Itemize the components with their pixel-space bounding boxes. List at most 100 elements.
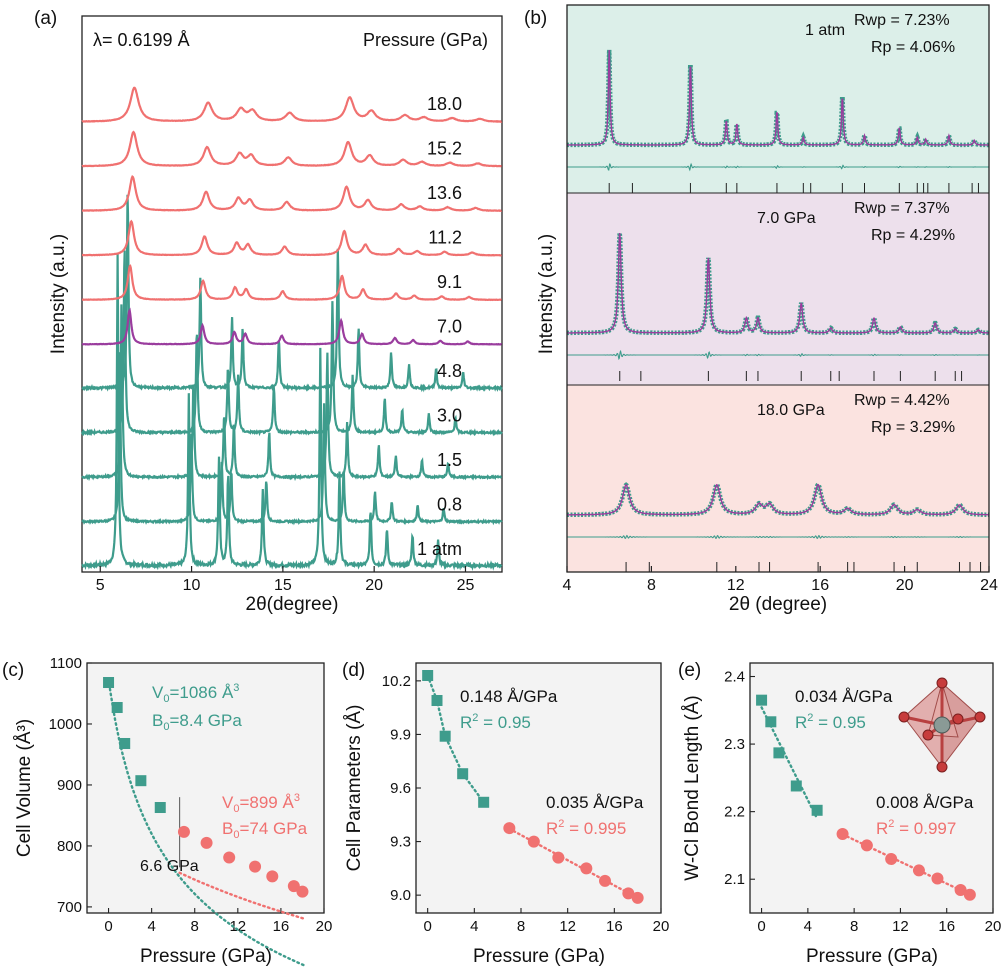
b-xtick-label: 4 xyxy=(563,577,572,594)
panel-e-data-marks xyxy=(756,694,976,901)
xrd-trace-9-1 xyxy=(82,264,502,302)
c-point-high xyxy=(287,880,300,893)
xrd-trace-1-5 xyxy=(81,304,503,482)
rp-value: Rp = 3.29% xyxy=(871,419,955,436)
panel-d-xlabel: Pressure (GPa) xyxy=(473,946,605,967)
rwp-value: Rwp = 7.37% xyxy=(854,200,950,217)
b0-low-sym: B xyxy=(152,711,163,730)
c-ytick-label: 1100 xyxy=(50,655,82,672)
c-point-high xyxy=(266,870,279,883)
calculated-pattern xyxy=(567,49,989,146)
panel-a-ylabel: Intensity (a.u.) xyxy=(48,234,69,354)
c-point-low xyxy=(154,802,166,814)
panel-d-slope-low: 0.148 Å/GPa xyxy=(460,687,558,706)
panel-c-v0-high: V0=899 Å3 xyxy=(222,792,300,815)
d-point-high xyxy=(552,851,565,864)
panel-b-ylabel: Intensity (a.u.) xyxy=(536,234,557,354)
xrd-trace-18-0 xyxy=(81,86,503,123)
c-point-low xyxy=(103,677,115,689)
c-xtick-label: 0 xyxy=(104,918,112,935)
panel-c-b0-high: B0=74 GPa xyxy=(222,819,308,841)
refinement-panel-bg xyxy=(566,192,990,386)
r2-low-sym: R xyxy=(460,713,472,732)
e-point-high xyxy=(860,839,873,852)
panel-d: (d) 0 4 8 12 16 20 9.0 9.3 9.6 9.9 10.2 0.148 Å/GP… xyxy=(342,660,669,967)
panel-c-data-marks xyxy=(103,677,309,898)
panel-c-ylabel: Cell Volume (Å³) xyxy=(14,719,35,857)
r2-high-val: = 0.995 xyxy=(564,819,626,838)
v0-high-sup: 3 xyxy=(294,792,300,804)
d-fit-line-low xyxy=(426,674,485,804)
e-point-low xyxy=(811,804,823,816)
v0-high-val: =899 Å xyxy=(239,793,294,812)
d-point-low xyxy=(457,768,469,780)
refinement-label: 7.0 GPa xyxy=(757,210,816,227)
xrd-trace-1-atm xyxy=(81,254,503,571)
r2-low-val: = 0.95 xyxy=(478,713,530,732)
b-xtick-label: 8 xyxy=(647,577,656,594)
cl-atom-left xyxy=(898,711,910,723)
panel-c-axis-ticks: 0 4 8 12 16 20 700 800 900 1000 1100 xyxy=(49,655,333,935)
e-r2-high-val: = 0.997 xyxy=(894,819,956,838)
c-xtick-label: 20 xyxy=(316,918,333,935)
difference-curve xyxy=(567,534,989,540)
xrd-trace-11-2 xyxy=(82,219,503,257)
d-point-low xyxy=(431,695,443,706)
pressure-label-15-2: 15.2 xyxy=(427,139,462,159)
rwp-value: Rwp = 7.23% xyxy=(854,12,950,29)
e-r2-low-val: = 0.95 xyxy=(813,713,865,732)
c-point-high xyxy=(296,885,309,898)
d-xtick-label: 20 xyxy=(653,918,670,935)
xrd-trace-0-8 xyxy=(81,352,503,526)
e-xtick-label: 16 xyxy=(938,918,955,935)
calculated-pattern xyxy=(567,232,989,334)
e-point-high xyxy=(836,827,849,840)
d-point-high xyxy=(622,887,635,900)
c-point-low xyxy=(135,775,147,787)
pressure-label-7-0: 7.0 xyxy=(437,317,462,337)
d-ytick-label: 9.6 xyxy=(390,780,411,797)
d-ytick-label: 9.9 xyxy=(390,726,411,743)
panel-b-frame xyxy=(566,4,990,573)
c-ytick-label: 900 xyxy=(57,777,82,794)
e-point-high xyxy=(885,852,898,865)
panel-e-xlabel: Pressure (GPa) xyxy=(806,946,938,967)
panel-c-v0-low: V0=1086 Å3 xyxy=(152,682,239,705)
a-xtick-label: 10 xyxy=(183,577,201,594)
panel-e-ylabel: W-Cl Bond Length (Å) xyxy=(682,695,703,881)
e-r2-high-sym: R xyxy=(876,819,888,838)
panel-e: (e) 0 4 8 12 16 202.12.22.32.4 0.034 Å/GPa R2… xyxy=(678,660,1001,967)
b0-high-sym: B xyxy=(222,819,233,838)
panel-d-ylabel: Cell Parameters (Å) xyxy=(344,705,365,872)
panel-a-wavelength: λ= 0.6199 Å xyxy=(93,30,190,50)
a-xtick-label: 5 xyxy=(96,577,105,594)
panel-c-xlabel: Pressure (GPa) xyxy=(140,946,272,967)
e-point-low xyxy=(790,780,802,792)
e-point-low xyxy=(756,694,768,706)
r2-high-sup: 2 xyxy=(558,818,564,830)
pressure-label-1-5: 1.5 xyxy=(437,450,462,470)
rp-value: Rp = 4.06% xyxy=(871,39,955,56)
e-point-high xyxy=(963,888,976,901)
panel-e-slope-high: 0.008 Å/GPa xyxy=(876,793,974,812)
pressure-label-9-1: 9.1 xyxy=(437,272,462,292)
e-xtick-label: 4 xyxy=(804,918,812,935)
c-xtick-label: 4 xyxy=(147,918,155,935)
panel-b: (b) 1 atm Rwp = 7.23% Rp = 4.06% 7.0 GPa Rwp… xyxy=(524,4,998,615)
wcl6-octahedron-illustration xyxy=(898,677,986,773)
d-point-high xyxy=(580,862,593,875)
difference-curve xyxy=(567,162,989,172)
b-xtick-label: 16 xyxy=(811,577,829,594)
panel-b-refinements: 1 atm Rwp = 7.23% Rp = 4.06% 7.0 GPa Rwp = 7… xyxy=(566,4,990,573)
refinement-panel-bg xyxy=(566,4,990,194)
d-xtick-label: 12 xyxy=(559,918,576,935)
panel-e-label: (e) xyxy=(678,660,701,681)
e-r2-low-sym: R xyxy=(795,713,807,732)
panel-c-fit-curves xyxy=(107,677,306,967)
e-ytick-label: 2.2 xyxy=(724,804,745,821)
e-fit-line-high xyxy=(841,833,972,896)
w-atom xyxy=(933,716,951,734)
e-point-high xyxy=(954,884,967,897)
a-xtick-label: 15 xyxy=(274,577,292,594)
